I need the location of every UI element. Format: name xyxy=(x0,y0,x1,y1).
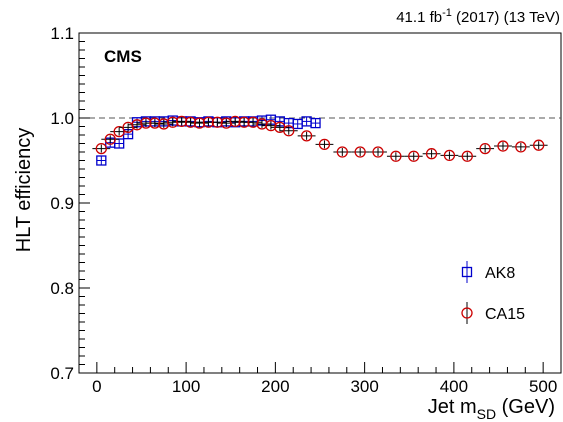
data-point-ca15 xyxy=(175,115,188,128)
data-point-ca15 xyxy=(318,138,331,151)
x-tick-label: 0 xyxy=(92,377,101,396)
x-tick-label: 500 xyxy=(529,377,557,396)
x-tick-label: 400 xyxy=(440,377,468,396)
data-point-ca15 xyxy=(408,150,420,162)
data-point-ca15 xyxy=(265,120,277,132)
data-point-ca15 xyxy=(497,140,509,152)
data-point-ca15 xyxy=(158,118,170,130)
legend-ak8-label: AK8 xyxy=(485,265,515,282)
data-point-ca15 xyxy=(336,146,348,158)
data-point-ca15 xyxy=(515,141,527,153)
data-point-ca15 xyxy=(479,142,491,155)
x-axis: 0 100 200 300 400 500 xyxy=(92,362,557,396)
legend-item-ca15: CA15 xyxy=(461,302,525,324)
data-point-ca15 xyxy=(104,133,116,145)
data-point-ca15 xyxy=(167,116,179,128)
y-tick-label: 0.9 xyxy=(50,194,74,213)
legend: AK8 CA15 xyxy=(461,261,525,324)
cms-label: CMS xyxy=(104,47,142,66)
data-point-ca15 xyxy=(95,142,107,155)
data-point-ca15 xyxy=(247,116,259,128)
legend-ak8-marker xyxy=(461,266,473,278)
data-point-ca15 xyxy=(443,149,456,162)
data-point-ca15 xyxy=(425,148,438,160)
legend-item-ak8: AK8 xyxy=(461,261,515,283)
y-tick-label: 0.8 xyxy=(50,279,74,298)
data-point-ca15 xyxy=(300,130,313,142)
legend-ca15-label: CA15 xyxy=(485,306,525,323)
data-point-ca15 xyxy=(390,150,402,162)
lumi-label: 41.1 fb-1 (2017) (13 TeV) xyxy=(396,7,560,26)
x-tick-label: 200 xyxy=(261,377,289,396)
data-point-ak8 xyxy=(96,155,107,166)
legend-ca15-marker xyxy=(461,307,473,319)
data-point-ca15 xyxy=(131,119,143,131)
x-axis-title: Jet mSD (GeV) xyxy=(428,396,555,422)
data-point-ca15 xyxy=(533,139,545,151)
y-tick-label: 1.1 xyxy=(50,24,74,43)
data-point-ca15 xyxy=(372,146,384,158)
data-point-ca15 xyxy=(256,118,268,130)
data-point-ca15 xyxy=(113,125,125,138)
data-point-ca15 xyxy=(220,117,232,129)
data-point-ca15 xyxy=(211,116,224,128)
y-tick-label: 1.0 xyxy=(50,109,74,128)
data-point-ca15 xyxy=(229,115,241,128)
data-point-ca15 xyxy=(461,150,473,162)
x-tick-label: 300 xyxy=(350,377,378,396)
data-point-ak8 xyxy=(310,117,321,129)
series-ca15 xyxy=(92,115,548,162)
y-axis-title: HLT efficiency xyxy=(13,128,35,253)
y-tick-label: 0.7 xyxy=(50,364,74,383)
data-point-ca15 xyxy=(193,117,206,129)
y-axis: 0.7 0.8 0.9 1.0 1.1 xyxy=(50,24,90,383)
data-point-ca15 xyxy=(149,117,161,129)
data-point-ca15 xyxy=(184,116,197,128)
x-tick-label: 100 xyxy=(172,377,200,396)
series-layer xyxy=(92,114,548,166)
data-point-ca15 xyxy=(283,125,295,137)
data-point-ca15 xyxy=(354,146,366,158)
